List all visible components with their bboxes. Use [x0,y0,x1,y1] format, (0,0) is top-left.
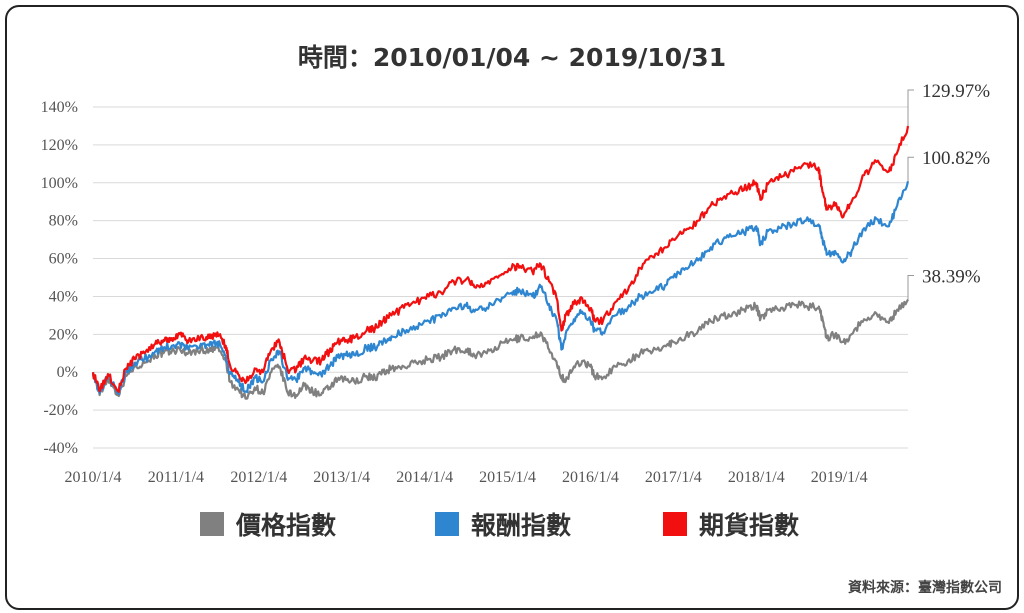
x-tick-label: 2019/1/4 [811,469,868,486]
x-tick-label: 2010/1/4 [65,469,122,486]
x-axis-ticks: 2010/1/4 2011/1/4 2012/1/4 2013/1/4 2014/1/4… [65,469,868,486]
series-line [91,298,909,400]
end-value-label: 129.97% [922,81,990,102]
legend-swatch-return-index [435,512,459,536]
y-tick-label: 20% [49,326,78,343]
series-lines [91,125,910,400]
chart-frame [5,5,1019,610]
y-tick-label: 100% [41,175,78,192]
legend-swatch-futures-index [663,512,687,536]
chart-title: 時間：2010/01/04 ~ 2019/10/31 [297,43,727,72]
x-tick-label: 2012/1/4 [230,469,287,486]
gridlines [93,106,908,449]
y-tick-label: 80% [49,213,78,230]
series-line [91,125,910,393]
legend-item-return-index: 報酬指數 [435,506,571,542]
x-tick-label: 2013/1/4 [313,469,370,486]
legend: 價格指數 報酬指數 期貨指數 [0,506,1024,542]
end-value-label: 38.39% [922,266,981,287]
end-value-label: 100.82% [922,148,990,169]
x-tick-label: 2016/1/4 [562,469,619,486]
y-tick-label: 60% [49,251,78,268]
x-tick-label: 2018/1/4 [728,469,785,486]
y-axis-ticks: 140% 120% 100% 80% 60% 40% 20% 0% -20% -40% [41,99,78,457]
y-tick-label: 40% [49,288,78,305]
legend-label-futures-index: 期貨指數 [699,511,800,540]
x-tick-label: 2011/1/4 [148,469,204,486]
data-source-note: 資料來源：臺灣指數公司 [848,580,1002,596]
x-tick-label: 2017/1/4 [645,469,702,486]
legend-swatch-price-index [200,512,224,536]
end-labels: 38.39% 100.82% 129.97% [907,81,990,300]
legend-item-futures-index: 期貨指數 [663,506,799,542]
legend-label-return-index: 報酬指數 [471,511,572,540]
y-tick-label: 120% [41,137,78,154]
x-tick-label: 2015/1/4 [479,469,536,486]
end-label-connector [907,274,914,300]
legend-item-price-index: 價格指數 [200,506,336,542]
y-tick-label: -20% [43,402,78,419]
y-tick-label: 0% [57,364,78,381]
legend-label-price-index: 價格指數 [236,511,337,540]
end-label-connector [907,89,914,127]
y-tick-label: -40% [43,440,78,457]
x-tick-label: 2014/1/4 [396,469,453,486]
end-label-connector [907,156,914,182]
y-tick-label: 140% [41,99,78,116]
series-line [91,180,910,395]
